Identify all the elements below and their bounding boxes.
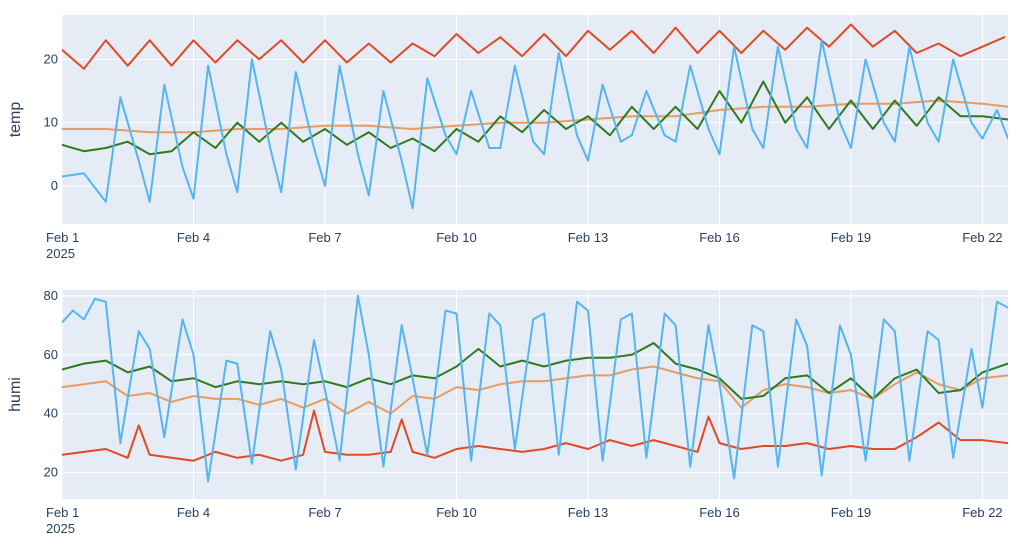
y-tick-label: 10 <box>44 115 58 130</box>
series-line-2 <box>62 365 1008 415</box>
y-tick-label: 80 <box>44 288 58 303</box>
x-tick-label: Feb 1 <box>46 505 79 520</box>
x-tick-label: Feb 16 <box>699 230 739 245</box>
series-line-1 <box>62 23 1006 70</box>
x-year-label: 2025 <box>46 246 75 261</box>
subplot-2: Feb 1 Feb 4 Feb 7 Feb 10 Feb 13 Feb 16 Feb 19 F… <box>7 288 1008 536</box>
x-tick-label: Feb 7 <box>308 505 341 520</box>
series-group <box>62 23 1008 210</box>
x-tick-label: Feb 10 <box>436 505 476 520</box>
subplot-1: Feb 1 Feb 4 Feb 7 Feb 10 Feb 13 Feb 16 Feb 19 F… <box>7 15 1008 261</box>
x-tick-label: Feb 7 <box>308 230 341 245</box>
x-tick-label: Feb 4 <box>177 505 210 520</box>
y-tick-label: 20 <box>44 465 58 480</box>
x-tick-label: Feb 4 <box>177 230 210 245</box>
series-group <box>62 294 1008 483</box>
series-line-2 <box>62 99 1008 134</box>
x-tick-label: Feb 19 <box>831 230 871 245</box>
plot-area <box>62 290 1008 499</box>
series-line-3 <box>62 80 1008 156</box>
y-tick-label: 40 <box>44 406 58 421</box>
y-tick-label: 60 <box>44 347 58 362</box>
y-tick-label: 0 <box>51 178 58 193</box>
y-axis-title: temp <box>7 102 24 138</box>
x-year-label: 2025 <box>46 521 75 536</box>
series-line-3 <box>62 342 1008 400</box>
x-tick-label: Feb 13 <box>568 505 608 520</box>
series-line-4 <box>62 294 1008 483</box>
x-tick-label: Feb 13 <box>568 230 608 245</box>
series-line-4 <box>62 39 1008 210</box>
x-tick-label: Feb 16 <box>699 505 739 520</box>
y-tick-label: 20 <box>44 51 58 66</box>
x-tick-label: Feb 10 <box>436 230 476 245</box>
x-tick-label: Feb 22 <box>962 230 1002 245</box>
x-tick-label: Feb 1 <box>46 230 79 245</box>
y-axis-title: humi <box>7 377 24 412</box>
x-tick-label: Feb 22 <box>962 505 1002 520</box>
x-tick-label: Feb 19 <box>831 505 871 520</box>
